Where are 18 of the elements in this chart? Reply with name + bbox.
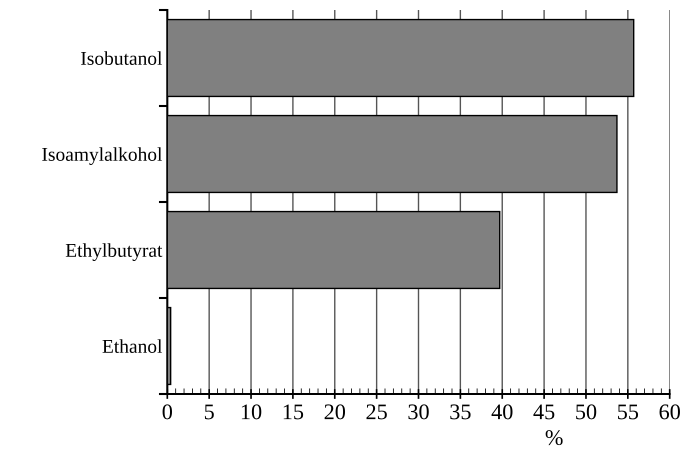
- x-tick-label: 50: [576, 404, 596, 420]
- x-tick-label: 40: [492, 404, 512, 420]
- x-tick-label: 60: [660, 404, 680, 420]
- x-tick-label: 35: [450, 404, 471, 420]
- x-tick-label: 30: [408, 404, 429, 420]
- x-tick-label: 0: [162, 404, 172, 420]
- x-tick-label: 10: [242, 404, 262, 420]
- x-tick-label: 45: [533, 404, 554, 420]
- x-tick-label: 55: [618, 404, 638, 420]
- x-tick-label: 5: [204, 404, 214, 420]
- x-tick-label: 20: [324, 404, 346, 420]
- x-tick-label: 25: [366, 404, 387, 420]
- y-tick-label: Isobutanol: [81, 51, 162, 65]
- y-tick-label: Ethylbutyrat: [66, 243, 162, 261]
- x-axis-title: %: [546, 430, 563, 446]
- y-tick-label: Isoamylalkohol: [42, 147, 162, 165]
- x-tick-label: 15: [284, 404, 304, 420]
- y-tick-label: Ethanol: [102, 339, 162, 353]
